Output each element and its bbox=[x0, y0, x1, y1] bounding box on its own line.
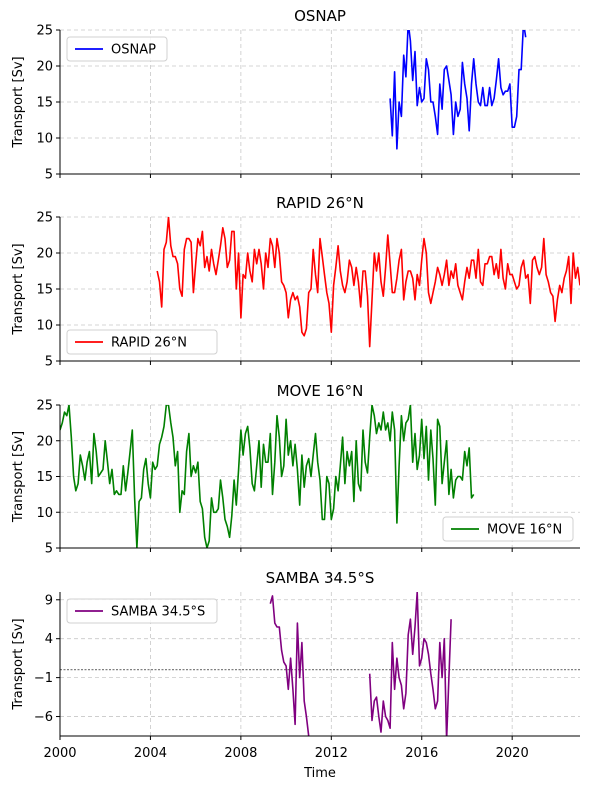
x-tick-label: 2016 bbox=[405, 746, 438, 761]
x-tick-label: 2000 bbox=[43, 746, 76, 761]
y-tick-label: 10 bbox=[36, 319, 53, 334]
legend-box bbox=[442, 516, 574, 542]
series-line-1 bbox=[156, 217, 580, 348]
panel-title: RAPID 26°N bbox=[276, 194, 364, 212]
y-tick-label: 25 bbox=[36, 211, 53, 226]
x-tick-label: 2020 bbox=[496, 746, 529, 761]
legend: RAPID 26°N bbox=[66, 329, 218, 355]
series-line-1 bbox=[60, 405, 475, 548]
x-tick-label: 2004 bbox=[134, 746, 167, 761]
legend-box bbox=[66, 36, 168, 62]
panel-title: MOVE 16°N bbox=[277, 382, 364, 400]
legend: MOVE 16°N bbox=[442, 516, 574, 542]
y-tick-label: −6 bbox=[34, 710, 53, 725]
legend-box bbox=[66, 598, 218, 624]
y-axis-label: Transport [Sv] bbox=[11, 56, 26, 148]
y-tick-label: 10 bbox=[36, 506, 53, 521]
y-axis-label: Transport [Sv] bbox=[11, 243, 26, 335]
legend: OSNAP bbox=[66, 36, 168, 62]
x-axis-label: Time bbox=[303, 766, 336, 781]
y-tick-label: 9 bbox=[45, 593, 53, 608]
y-tick-label: 5 bbox=[45, 168, 53, 183]
panel-1: 5 10 15 20 25 OSNAP Transport [Sv] OSNAP bbox=[11, 7, 580, 183]
legend-box bbox=[66, 329, 218, 355]
panel-4: −6 −1 4 9 2000 2004 2008 2012 2016 2020 SAMBA 34.5… bbox=[11, 569, 580, 781]
series-line-1 bbox=[389, 30, 527, 150]
legend-label: MOVE 16°N bbox=[487, 523, 562, 538]
series-line-1 bbox=[269, 595, 310, 736]
panel-2: 5 10 15 20 25 RAPID 26°N Transport [Sv] RAPID 2… bbox=[11, 194, 580, 370]
y-tick-label: 4 bbox=[45, 632, 53, 647]
x-tick-label: 2012 bbox=[315, 746, 348, 761]
y-tick-label: 20 bbox=[36, 60, 53, 75]
y-tick-label: 10 bbox=[36, 132, 53, 147]
y-tick-label: 25 bbox=[36, 24, 53, 39]
x-tick-label: 2008 bbox=[224, 746, 257, 761]
y-tick-label: 15 bbox=[36, 470, 53, 485]
y-tick-label: 15 bbox=[36, 283, 53, 298]
y-tick-label: 15 bbox=[36, 96, 53, 111]
y-tick-label: 25 bbox=[36, 399, 53, 414]
y-tick-label: 5 bbox=[45, 355, 53, 370]
legend-label: OSNAP bbox=[111, 43, 156, 58]
y-axis-label: Transport [Sv] bbox=[11, 618, 26, 710]
y-tick-label: 20 bbox=[36, 247, 53, 262]
panel-3: 5 10 15 20 25 MOVE 16°N Transport [Sv] MOVE 16°… bbox=[11, 382, 580, 557]
panel-title: OSNAP bbox=[294, 7, 346, 25]
panel-title: SAMBA 34.5°S bbox=[266, 569, 375, 587]
legend-label: SAMBA 34.5°S bbox=[111, 605, 205, 620]
y-tick-label: 20 bbox=[36, 434, 53, 449]
y-tick-label: 5 bbox=[45, 542, 53, 557]
y-tick-label: −1 bbox=[34, 671, 53, 686]
series-line-2 bbox=[368, 592, 452, 736]
legend: SAMBA 34.5°S bbox=[66, 598, 218, 624]
y-axis-label: Transport [Sv] bbox=[11, 431, 26, 523]
legend-label: RAPID 26°N bbox=[111, 336, 187, 351]
